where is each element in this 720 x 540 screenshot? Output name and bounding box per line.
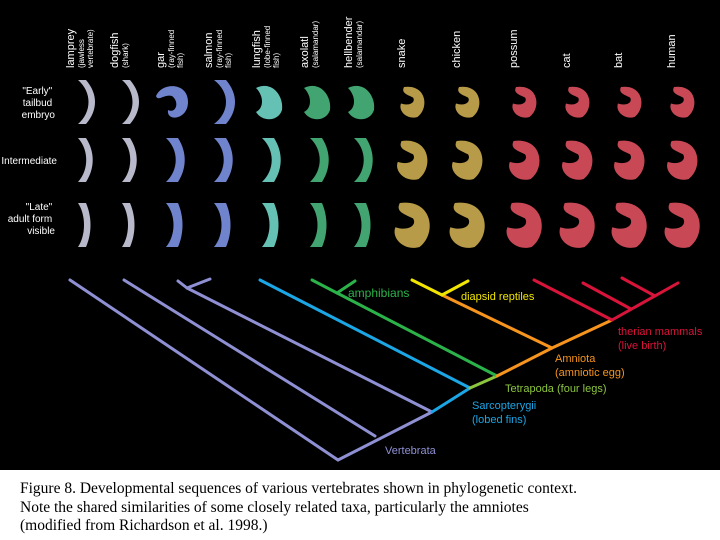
embryo-human-stage-1 [670,86,695,118]
taxon-label-salmon: salmon(ray-finnedfish) [203,30,233,68]
embryo-lungfish-stage-1 [256,85,283,120]
taxon-label-dogfish: dogfish(shark) [109,33,130,68]
branch-lungfish [258,278,472,390]
caption-line: Figure 8. Developmental sequences of var… [20,480,577,497]
embryo-human-stage-3 [664,202,700,248]
taxon-label-axolatl: axolatl(salamandar) [299,21,320,68]
branch-amniota-stem [495,346,554,378]
embryo-hellbender-stage-3 [354,203,371,247]
taxon-label-lamprey: lamprey(jawlessvertebrate) [65,28,95,68]
embryo-snake-stage-1 [400,86,425,118]
embryo-chicken-stage-1 [455,86,480,118]
caption-line: (modified from Richardson et al. 1998.) [20,517,268,534]
embryo-gar-stage-2 [166,138,185,182]
branch-possum [532,278,614,322]
branch-dogfish [122,278,377,438]
embryo-axolatl-stage-3 [310,203,327,247]
embryo-salmon-stage-2 [214,138,233,182]
embryo-hellbender-stage-1 [348,85,375,120]
caption-line: Note the shared similarities of some clo… [20,498,529,516]
clade-label-diapsid-reptiles: diapsid reptiles [461,291,535,303]
stage-label-early: "Early" tailbud embryo [22,86,56,121]
clade-label-tetrapoda: Tetrapoda (four legs) [505,383,607,395]
embryo-possum-stage-1 [512,86,537,118]
figure-caption: Figure 8. Developmental sequences of var… [0,472,720,540]
clade-label-sarcopterygii: Sarcopterygii (lobed fins) [472,400,539,426]
embryo-dogfish-stage-3 [122,203,135,247]
embryo-lamprey-stage-1 [78,80,95,124]
branch-bat [620,276,657,298]
branch-snake [410,278,444,297]
taxon-labels: lamprey(jawlessvertebrate) dogfish(shark)… [65,16,678,68]
embryo-hellbender-stage-2 [354,138,373,182]
branch-gar [176,279,189,290]
embryo-bat-stage-3 [611,202,647,248]
embryo-axolatl-stage-2 [310,138,329,182]
taxon-label-human: human [666,34,678,68]
clade-label-vertebrata: Vertebrata [385,445,437,457]
embryo-gar-stage-3 [166,203,183,247]
embryo-chicken-stage-3 [449,202,485,248]
branch-placental-stem [610,281,680,322]
taxon-label-lungfish: lungfish(lobe-finnedfish) [251,26,281,68]
embryo-human-stage-2 [667,140,698,180]
taxon-label-cat: cat [561,53,573,68]
embryo-snake-stage-3 [394,202,430,248]
branch-actinopterygii [185,286,434,414]
branch-diapsid-stem [440,293,554,350]
taxon-label-snake: snake [396,39,408,68]
embryo-axolatl-stage-1 [304,85,331,120]
figure-panel: "Early" tailbud embryo Intermediate "Lat… [0,0,720,470]
clade-label-therian-mammals: therian mammals (live birth) [618,326,705,352]
embryo-cat-stage-1 [565,86,590,118]
branch-vertebrata-trunk [68,278,340,462]
embryo-cat-stage-3 [559,202,595,248]
embryo-dogfish-stage-1 [122,80,139,124]
stage-label-intermediate: Intermediate [1,156,57,167]
branch-chicken [440,279,470,297]
branch-therian-stem [550,318,614,350]
taxon-label-possum: possum [508,29,520,68]
embryo-possum-stage-2 [509,140,540,180]
branch-cat [581,281,633,311]
embryo-lamprey-stage-3 [78,203,91,247]
phylogeny-figure: "Early" tailbud embryo Intermediate "Lat… [1,16,705,462]
embryo-bat-stage-1 [617,86,642,118]
clade-label-amphibians: amphibians [348,286,409,300]
embryo-dogfish-stage-2 [122,138,137,182]
embryo-bat-stage-2 [614,140,645,180]
embryo-gar-stage-1 [156,86,188,118]
branch-salmon [185,277,212,290]
embryo-chicken-stage-2 [452,140,483,180]
phylogenetic-tree [68,276,680,462]
embryo-lungfish-stage-2 [262,138,281,182]
embryo-snake-stage-2 [397,140,428,180]
clade-labels: amphibians diapsid reptiles therian mamm… [348,286,705,457]
embryo-grid [78,80,700,248]
embryo-cat-stage-2 [562,140,593,180]
branch-tetrapoda-stem [468,374,499,390]
stage-label-late: "Late" adult form visible [8,202,56,237]
stage-labels: "Early" tailbud embryo Intermediate "Lat… [1,86,57,237]
branch-amphibians [310,278,499,378]
taxon-label-chicken: chicken [451,31,463,68]
branch-sarcopterygii-stem [430,386,472,414]
embryo-lungfish-stage-3 [262,203,279,247]
taxon-label-hellbender: hellbender(salamandar) [343,16,364,68]
embryo-salmon-stage-1 [214,80,235,124]
taxon-label-gar: gar(ray-finnedfish) [155,30,185,68]
embryo-salmon-stage-3 [214,203,231,247]
embryo-lamprey-stage-2 [78,138,93,182]
clade-label-amniota: Amniota (amniotic egg) [555,353,625,379]
branch-axolotl-hellbender [335,279,357,295]
embryo-possum-stage-3 [506,202,542,248]
taxon-label-bat: bat [613,53,625,68]
branch-vertebrata-stem [336,410,434,462]
